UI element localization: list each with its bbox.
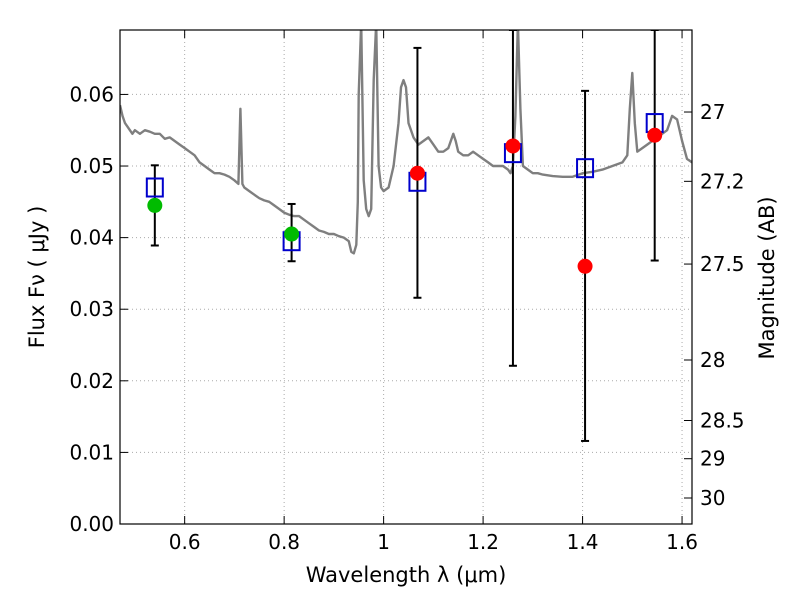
plot-frame — [119, 29, 693, 525]
y-tick-label: 0.01 — [69, 440, 114, 464]
magnitude-tick-label: 27 — [700, 100, 725, 124]
red-data-point — [577, 258, 593, 274]
red-data-point — [409, 165, 425, 181]
green-data-point — [147, 197, 163, 213]
y-axis-label: Flux Fν ( μJy ) — [25, 206, 49, 349]
x-axis: 0.6 0.8 1 1.2 1.4 1.6 — [169, 30, 698, 554]
magnitude-axis-label: Magnitude (AB) — [755, 196, 779, 359]
plot-area — [120, 30, 692, 442]
model-flux-box — [145, 177, 164, 198]
y-tick-label: 0.05 — [69, 154, 114, 178]
y-tick-label: 0.02 — [69, 369, 114, 393]
magnitude-tick-label: 27.2 — [700, 169, 745, 193]
green-data-point — [284, 226, 300, 242]
y-tick-label: 0.04 — [69, 226, 114, 250]
model-flux-box — [576, 158, 595, 179]
magnitude-tick-label: 28.5 — [700, 409, 745, 433]
x-tick-label: 0.8 — [268, 530, 300, 554]
y-tick-label: 0.06 — [69, 82, 114, 106]
y-tick-label: 0.00 — [69, 512, 114, 536]
x-axis-label: Wavelength λ (μm) — [306, 563, 507, 587]
x-tick-label: 1.4 — [567, 530, 599, 554]
x-tick-label: 1 — [377, 530, 390, 554]
y-tick-label: 0.03 — [69, 297, 114, 321]
magnitude-tick-label: 29 — [700, 447, 725, 471]
x-tick-label: 1.6 — [666, 530, 698, 554]
magnitude-tick-label: 30 — [700, 486, 725, 510]
magnitude-tick-label: 27.5 — [700, 252, 745, 276]
magnitude-tick-label: 28 — [700, 348, 725, 372]
magnitude-axis: 27 27.2 27.5 28 28.5 29 30 — [684, 100, 745, 510]
y-axis: 0.00 0.01 0.02 0.03 0.04 0.05 0.06 — [69, 82, 128, 536]
x-tick-label: 1.2 — [467, 530, 499, 554]
red-data-point — [647, 127, 663, 143]
x-tick-label: 0.6 — [169, 530, 201, 554]
red-data-point — [505, 138, 521, 154]
